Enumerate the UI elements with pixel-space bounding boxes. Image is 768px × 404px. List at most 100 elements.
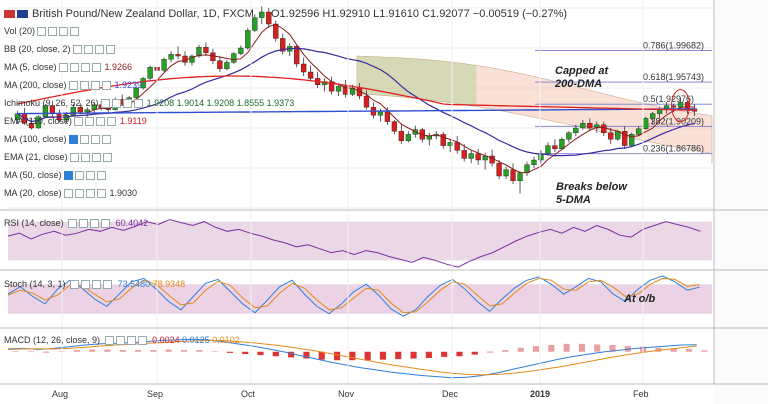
indicator-value: 1.9266: [104, 62, 133, 72]
candle: [335, 86, 342, 92]
close-icon[interactable]: [122, 99, 132, 109]
candle: [405, 134, 411, 141]
indicator-row[interactable]: EMA (21, close): [4, 152, 112, 163]
indicator-name[interactable]: MA (100, close): [4, 134, 67, 144]
close-icon[interactable]: [94, 45, 104, 55]
macd-hist-bar: [578, 343, 585, 352]
macd-hist-bar: [180, 350, 188, 352]
settings-icon[interactable]: [48, 27, 58, 37]
eye-icon[interactable]: [58, 63, 68, 73]
indicator-name[interactable]: Ichimoku (9, 26, 52, 26): [4, 98, 99, 108]
eye-icon[interactable]: [72, 45, 82, 55]
ema110-line: [17, 75, 695, 111]
more-icon[interactable]: [105, 45, 115, 55]
indicator-row[interactable]: MA (100, close): [4, 134, 111, 145]
more-icon[interactable]: [101, 135, 111, 145]
close-icon[interactable]: [126, 336, 136, 346]
settings-icon[interactable]: [115, 336, 125, 346]
settings-icon[interactable]: [79, 135, 89, 145]
macd-hist-bar: [701, 350, 708, 352]
settings-icon[interactable]: [74, 171, 84, 181]
rsi-name[interactable]: RSI (14, close): [4, 218, 64, 228]
candle: [147, 66, 153, 79]
symbol-title[interactable]: British Pound/New Zealand Dollar, 1D, FX…: [32, 8, 254, 20]
indicator-row[interactable]: EMA (110, close) 1.9119: [4, 116, 147, 127]
stoch-pane[interactable]: 100.000075.000050.000025.00000.0000: [7, 269, 760, 329]
close-icon[interactable]: [90, 135, 100, 145]
macd-line-value: 0.0125: [182, 335, 210, 345]
more-icon[interactable]: [106, 117, 116, 127]
more-icon[interactable]: [70, 27, 80, 37]
close-icon[interactable]: [85, 171, 95, 181]
indicator-name[interactable]: MA (50, close): [4, 170, 62, 180]
eye-icon[interactable]: [70, 280, 80, 290]
indicator-row[interactable]: MA (200, close) 1.9239: [4, 80, 142, 91]
macd-hist-bar: [563, 343, 570, 352]
eye-icon[interactable]: [68, 135, 78, 145]
more-icon[interactable]: [101, 219, 111, 229]
settings-icon[interactable]: [80, 153, 90, 163]
more-icon[interactable]: [101, 81, 111, 91]
settings-icon[interactable]: [69, 63, 79, 73]
more-icon[interactable]: [96, 189, 106, 199]
settings-icon[interactable]: [84, 117, 94, 127]
candle: [363, 95, 370, 108]
indicator-row[interactable]: MA (5, close) 1.9266: [4, 62, 133, 73]
more-icon[interactable]: [91, 63, 101, 73]
eye-icon[interactable]: [100, 99, 110, 109]
candle: [677, 102, 684, 108]
stoch-name[interactable]: Stoch (14, 3, 1): [4, 279, 66, 289]
indicator-name[interactable]: EMA (21, close): [4, 152, 68, 162]
indicator-row[interactable]: Vol (20): [4, 26, 80, 37]
macd-hist-bar: [410, 351, 417, 359]
indicator-row[interactable]: Ichimoku (9, 26, 52, 26) 1.9208 1.9014 1.…: [4, 98, 294, 109]
indicator-name[interactable]: BB (20, close, 2): [4, 44, 71, 54]
close-icon[interactable]: [95, 117, 105, 127]
settings-icon[interactable]: [83, 45, 93, 55]
eye-icon[interactable]: [73, 117, 83, 127]
close-icon[interactable]: [90, 219, 100, 229]
rsi-legend: RSI (14, close) 60.4042: [4, 218, 148, 229]
candle: [580, 122, 586, 129]
candle: [559, 138, 565, 149]
settings-icon[interactable]: [111, 99, 121, 109]
eye-icon[interactable]: [63, 189, 73, 199]
indicator-name[interactable]: Vol (20): [4, 26, 36, 36]
indicator-name[interactable]: MA (5, close): [4, 62, 57, 72]
indicator-name[interactable]: EMA (110, close): [4, 116, 72, 126]
candle: [391, 121, 398, 132]
more-icon[interactable]: [137, 336, 147, 346]
eye-icon[interactable]: [68, 219, 78, 229]
close-icon[interactable]: [80, 63, 90, 73]
anno-capped-1: Capped at: [555, 65, 610, 77]
close-icon[interactable]: [90, 81, 100, 91]
eye-icon[interactable]: [104, 336, 114, 346]
close-icon[interactable]: [59, 27, 69, 37]
close-icon[interactable]: [85, 189, 95, 199]
settings-icon[interactable]: [79, 219, 89, 229]
settings-icon[interactable]: [79, 81, 89, 91]
close-icon[interactable]: [91, 153, 101, 163]
indicator-name[interactable]: MA (20, close): [4, 188, 62, 198]
eye-icon[interactable]: [68, 81, 78, 91]
close-icon[interactable]: [92, 280, 102, 290]
eye-icon[interactable]: [69, 153, 79, 163]
more-icon[interactable]: [102, 153, 112, 163]
macd-name[interactable]: MACD (12, 26, close, 9): [4, 335, 101, 345]
indicator-row[interactable]: MA (50, close): [4, 170, 106, 181]
candle: [14, 113, 21, 120]
stoch-band: [8, 284, 712, 314]
indicator-row[interactable]: BB (20, close, 2): [4, 44, 115, 55]
indicator-name[interactable]: MA (200, close): [4, 80, 67, 90]
eye-icon[interactable]: [63, 171, 73, 181]
indicator-row[interactable]: MA (20, close) 1.9030: [4, 188, 137, 199]
settings-icon[interactable]: [81, 280, 91, 290]
more-icon[interactable]: [103, 280, 113, 290]
more-icon[interactable]: [133, 99, 143, 109]
settings-icon[interactable]: [74, 189, 84, 199]
candle: [301, 63, 307, 73]
macd-hist-bar: [196, 350, 203, 352]
more-icon[interactable]: [96, 171, 106, 181]
eye-icon[interactable]: [37, 27, 47, 37]
